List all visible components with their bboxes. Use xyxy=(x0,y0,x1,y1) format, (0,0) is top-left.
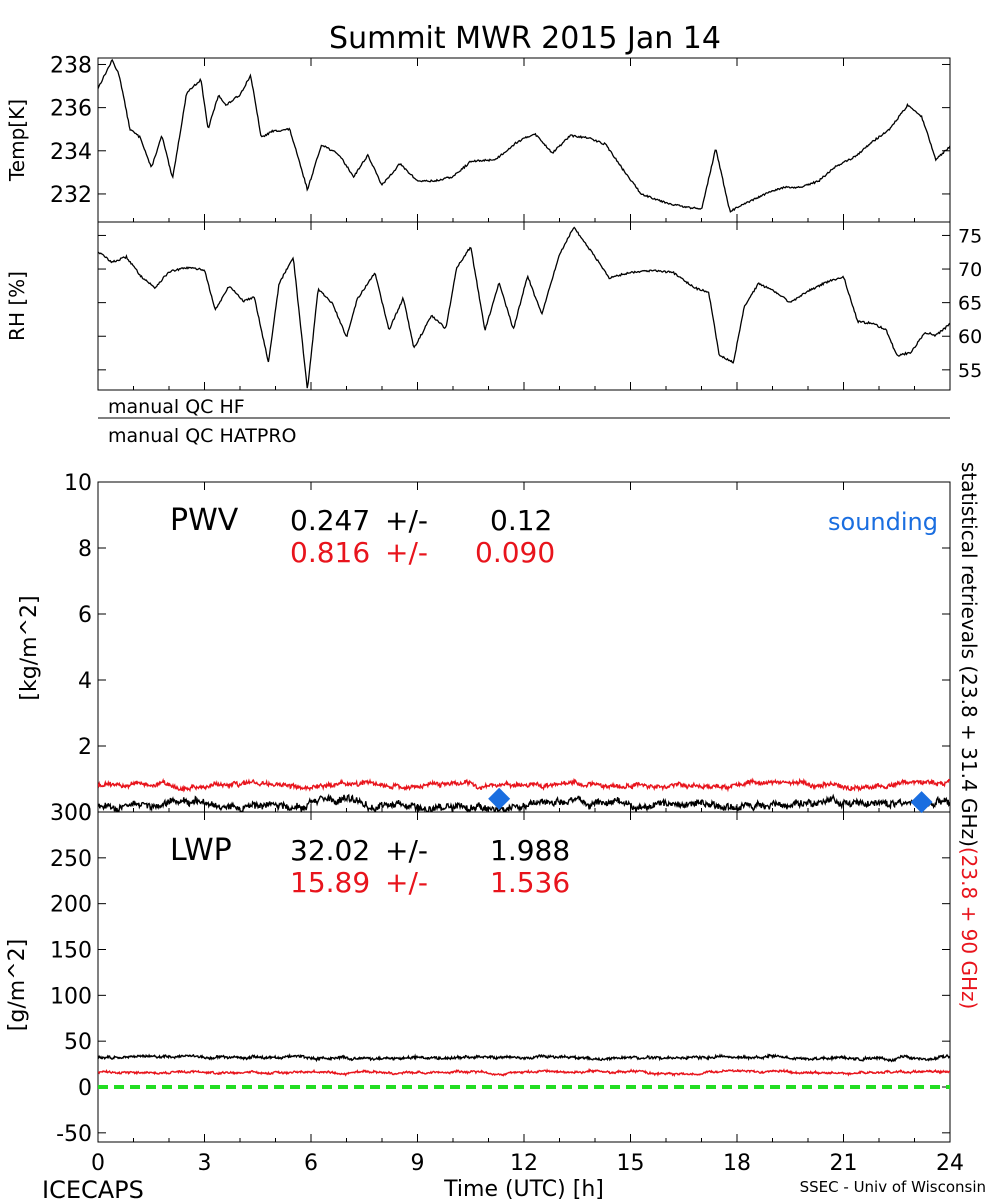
rh-ytick-label: 55 xyxy=(958,360,982,382)
rh-ytick-label: 70 xyxy=(958,259,982,281)
lwp-ytick-label: 300 xyxy=(50,801,92,826)
x-tick-label: 3 xyxy=(198,1151,212,1176)
x-tick-label: 18 xyxy=(723,1151,751,1176)
temp-axis-label: Temp[K] xyxy=(5,99,29,182)
retrieval-label-black: statistical retrievals (23.8 + 31.4 GHz) xyxy=(957,462,981,847)
temp-ytick-label: 238 xyxy=(50,53,92,78)
qc-hatpro-label: manual QC HATPRO xyxy=(108,425,297,447)
sounding-legend: sounding xyxy=(828,508,938,536)
pwv-red-mean: 0.816 xyxy=(290,536,370,569)
time-axis-ticks: 0 3 6 9 12 15 18 21 24 xyxy=(91,58,964,1176)
time-axis-label: Time (UTC) [h] xyxy=(443,1177,604,1200)
rh-plot: 55 60 65 70 75 xyxy=(98,225,982,389)
pwv-stat-black: 0.247 +/- 0.12 xyxy=(290,504,552,537)
rh-panel-frame xyxy=(97,221,951,391)
rh-ytick-label: 65 xyxy=(958,293,982,315)
lwp-red-pm: +/- xyxy=(385,866,428,899)
lwp-black-pm: +/- xyxy=(385,834,428,867)
figure-title: Summit MWR 2015 Jan 14 xyxy=(329,21,721,56)
lwp-ytick-label: 150 xyxy=(50,939,92,964)
rh-series-line xyxy=(98,226,950,389)
pwv-ytick-label: 4 xyxy=(78,669,92,694)
lwp-axis-label: [g/m^2] xyxy=(5,939,30,1031)
pwv-black-mean: 0.247 xyxy=(290,504,370,537)
lwp-ytick-label: 200 xyxy=(50,893,92,918)
lwp-ytick-label: 250 xyxy=(50,847,92,872)
lwp-stat-red: 15.89 +/- 1.536 xyxy=(290,866,570,899)
pwv-ytick-label: 8 xyxy=(78,537,92,562)
pwv-red-pm: +/- xyxy=(385,536,428,569)
x-tick-label: 21 xyxy=(830,1151,858,1176)
pwv-ytick-label: 2 xyxy=(78,735,92,760)
footer-right: SSEC - Univ of Wisconsin xyxy=(800,1178,986,1196)
footer-left: ICECAPS xyxy=(42,1176,144,1200)
retrieval-label-red: (23.8 + 90 GHz) xyxy=(957,847,981,1009)
temp-ytick-label: 234 xyxy=(50,140,92,165)
x-tick-label: 12 xyxy=(510,1151,538,1176)
x-tick-label: 6 xyxy=(304,1151,318,1176)
x-tick-label: 15 xyxy=(617,1151,645,1176)
lwp-stat-black: 32.02 +/- 1.988 xyxy=(290,834,570,867)
pwv-label: PWV xyxy=(170,503,239,538)
lwp-red-err: 1.536 xyxy=(490,866,570,899)
temp-panel-frame xyxy=(97,57,951,223)
lwp-black-mean: 32.02 xyxy=(290,834,370,867)
pwv-ytick-label: 6 xyxy=(78,603,92,628)
qc-hf-label: manual QC HF xyxy=(108,396,245,418)
pwv-black-err: 0.12 xyxy=(490,504,552,537)
pwv-black-pm: +/- xyxy=(385,504,428,537)
pwv-ytick-label: 10 xyxy=(64,471,92,496)
pwv-axis-label: [kg/m^2] xyxy=(17,595,42,700)
sounding-marker xyxy=(910,791,933,814)
lwp-series-0 xyxy=(98,1053,950,1063)
rh-axis-label: RH [%] xyxy=(5,271,29,341)
pwv-ytick-label: 0 xyxy=(78,801,92,826)
sounding-marker xyxy=(488,787,511,810)
temp-ytick-label: 236 xyxy=(50,97,92,122)
pwv-red-err: 0.090 xyxy=(475,536,555,569)
lwp-black-err: 1.988 xyxy=(490,834,570,867)
temp-ytick-label: 232 xyxy=(50,183,92,208)
lwp-series-1 xyxy=(98,1067,950,1078)
x-tick-label: 0 xyxy=(91,1151,105,1176)
rh-ytick-label: 75 xyxy=(958,225,982,247)
lwp-ytick-label: 50 xyxy=(64,1030,92,1055)
lwp-ytick-label: -50 xyxy=(56,1122,92,1147)
x-tick-label: 9 xyxy=(411,1151,425,1176)
rh-ytick-label: 60 xyxy=(958,326,982,348)
lwp-plot: -50 0 50 100 150 200 250 300 xyxy=(50,801,950,1147)
lwp-ytick-label: 100 xyxy=(50,984,92,1009)
temp-series-line xyxy=(98,58,950,213)
lwp-red-mean: 15.89 xyxy=(290,866,370,899)
temp-plot: 232 234 236 238 xyxy=(50,53,950,213)
pwv-series-1 xyxy=(98,777,950,793)
lwp-label: LWP xyxy=(170,833,232,868)
x-tick-label: 24 xyxy=(936,1151,964,1176)
retrieval-label: statistical retrievals (23.8 + 31.4 GHz)… xyxy=(957,462,981,1009)
pwv-stat-red: 0.816 +/- 0.090 xyxy=(290,536,555,569)
lwp-ytick-label: 0 xyxy=(78,1076,92,1101)
